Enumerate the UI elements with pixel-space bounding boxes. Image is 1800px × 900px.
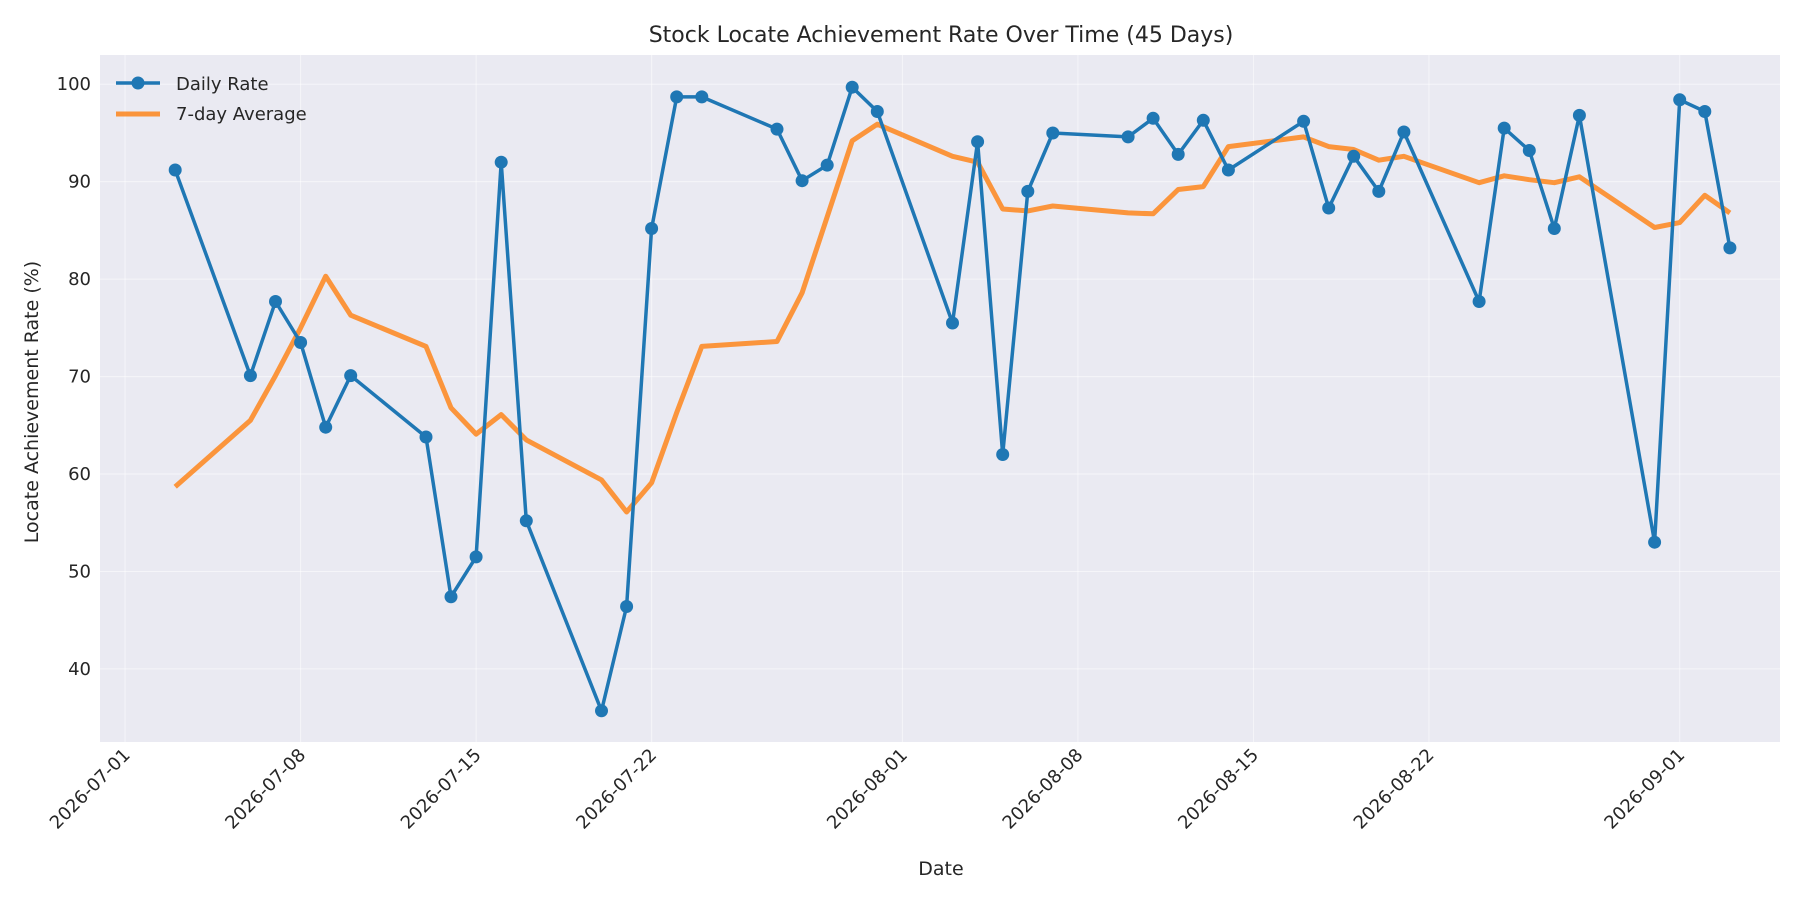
x-tick-label: 2026-08-15 (1174, 745, 1263, 834)
data-point-daily-rate (243, 369, 257, 383)
data-point-daily-rate (419, 430, 433, 444)
y-axis-label: Locate Achievement Rate (%) (21, 261, 43, 543)
data-point-daily-rate (795, 174, 809, 188)
y-tick-label: 80 (68, 269, 91, 290)
data-point-daily-rate (1472, 295, 1486, 308)
data-point-daily-rate (870, 105, 884, 118)
data-point-daily-rate (1196, 113, 1210, 127)
data-point-daily-rate (269, 295, 282, 308)
data-point-daily-rate (595, 704, 608, 718)
data-point-daily-rate (444, 590, 458, 604)
data-point-daily-rate (1497, 121, 1511, 135)
data-point-daily-rate (820, 158, 834, 172)
plot-area (100, 55, 1780, 742)
data-point-daily-rate (1673, 93, 1687, 107)
data-point-daily-rate (294, 336, 308, 349)
data-point-daily-rate (1547, 222, 1561, 235)
data-point-daily-rate (695, 90, 709, 104)
x-tick-label: 2026-08-22 (1350, 745, 1439, 834)
data-point-daily-rate (168, 163, 182, 177)
data-point-daily-rate (1021, 184, 1035, 198)
data-point-daily-rate (1723, 241, 1737, 255)
data-point-daily-rate (996, 448, 1010, 461)
x-axis-label: Date (918, 858, 963, 880)
series-layer (168, 80, 1737, 718)
data-point-daily-rate (1221, 163, 1235, 177)
gridlines (100, 55, 1780, 742)
y-tick-label: 50 (68, 561, 91, 582)
data-point-daily-rate (344, 369, 358, 383)
data-point-daily-rate (1572, 108, 1586, 122)
legend-label-7-day-average: 7-day Average (176, 104, 307, 125)
x-tick-label: 2026-07-15 (397, 745, 486, 834)
x-tick-label: 2026-09-01 (1600, 745, 1689, 834)
x-tick-label: 2026-08-08 (999, 745, 1088, 834)
data-point-daily-rate (469, 550, 483, 564)
data-point-daily-rate (1522, 144, 1536, 157)
y-tick-label: 100 (57, 74, 91, 95)
data-point-daily-rate (319, 420, 333, 434)
y-tick-label: 70 (68, 367, 91, 388)
data-point-daily-rate (645, 222, 659, 235)
data-point-daily-rate (1322, 201, 1336, 215)
data-point-daily-rate (1347, 149, 1361, 163)
y-tick-label: 90 (68, 172, 91, 193)
legend: Daily Rate 7-day Average (116, 74, 307, 125)
data-point-daily-rate (1121, 130, 1135, 144)
x-tick-label: 2026-07-08 (221, 745, 310, 834)
y-tick-label: 60 (68, 464, 91, 485)
y-tick-label: 40 (68, 659, 91, 680)
data-point-daily-rate (845, 80, 859, 94)
data-point-daily-rate (1297, 114, 1311, 128)
chart-title: Stock Locate Achievement Rate Over Time … (649, 23, 1234, 48)
data-point-daily-rate (1171, 147, 1185, 161)
data-point-daily-rate (971, 135, 985, 149)
data-point-daily-rate (670, 90, 684, 104)
data-point-daily-rate (770, 122, 784, 136)
x-tick-label: 2026-07-22 (572, 745, 661, 834)
data-point-daily-rate (1397, 125, 1411, 139)
data-point-daily-rate (1372, 184, 1386, 198)
legend-marker-daily-rate (131, 76, 145, 90)
data-point-daily-rate (519, 514, 533, 528)
data-point-daily-rate (1046, 126, 1060, 140)
x-tick-label: 2026-08-01 (823, 745, 912, 834)
data-point-daily-rate (1648, 535, 1662, 549)
x-tick-label: 2026-07-01 (46, 745, 135, 834)
data-point-daily-rate (620, 600, 634, 613)
data-point-daily-rate (1146, 111, 1160, 125)
data-point-daily-rate (494, 155, 508, 169)
legend-label-daily-rate: Daily Rate (176, 74, 269, 95)
data-point-daily-rate (1698, 105, 1712, 118)
data-point-daily-rate (946, 316, 959, 330)
